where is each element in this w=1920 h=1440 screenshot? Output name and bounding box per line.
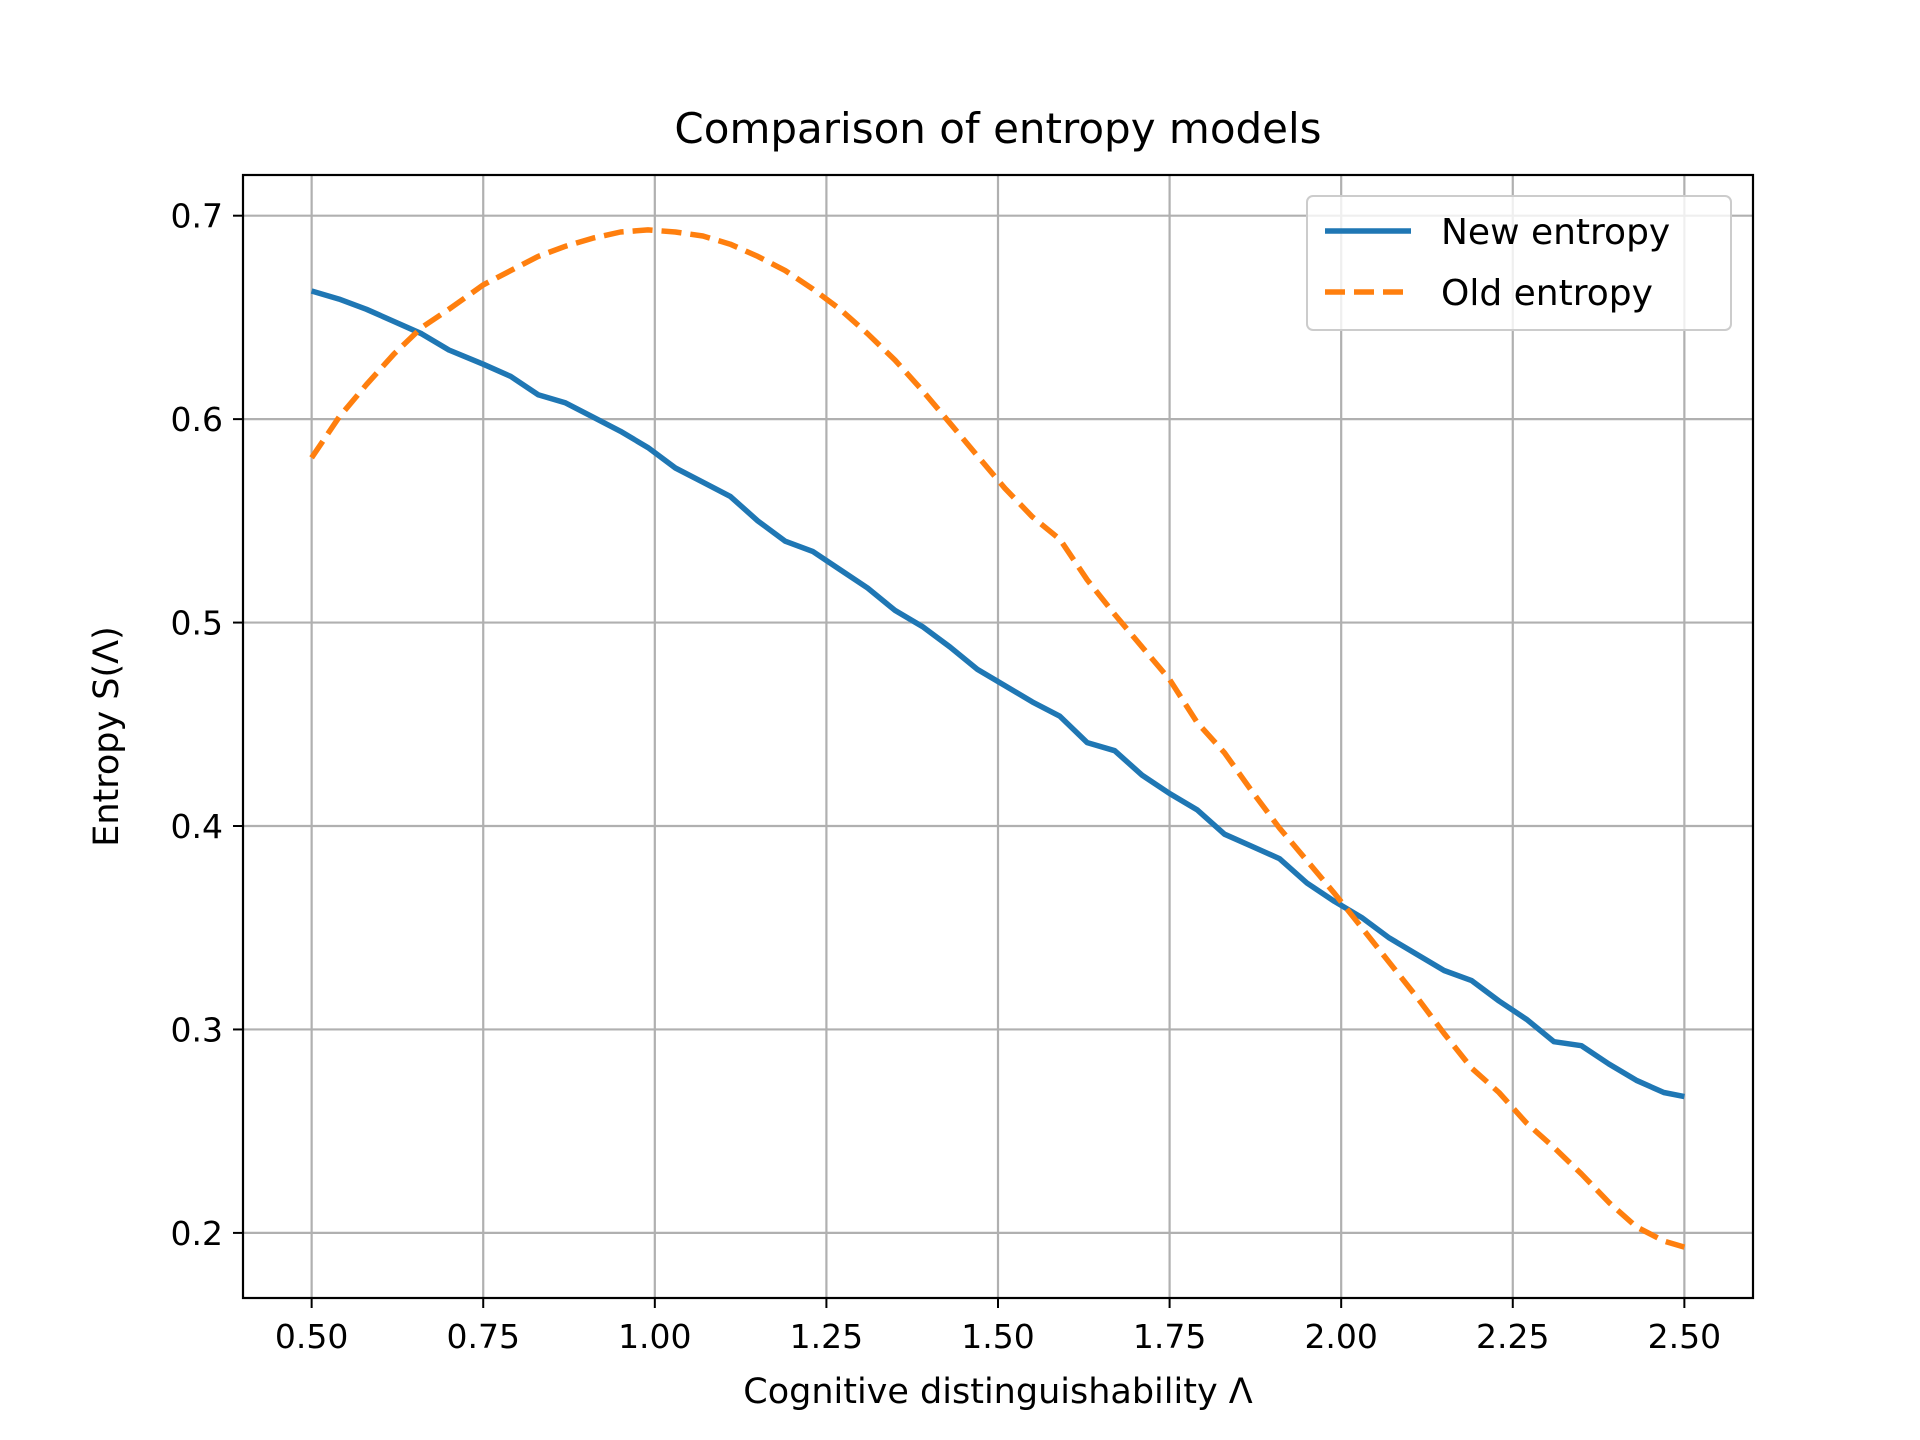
x-tick-label: 0.50 — [275, 1317, 348, 1356]
legend-box — [1306, 195, 1732, 331]
y-tick-label: 0.2 — [171, 1214, 223, 1253]
legend: New entropy Old entropy — [1306, 195, 1732, 331]
y-axis-title: Entropy S(Λ) — [87, 626, 127, 847]
chart-title: Comparison of entropy models — [674, 104, 1321, 153]
x-tick-label: 1.25 — [790, 1317, 863, 1356]
x-tick-label: 1.00 — [618, 1317, 691, 1356]
legend-label-new-entropy: New entropy — [1441, 212, 1670, 253]
x-tick-label: 2.50 — [1648, 1317, 1721, 1356]
series-line-new-entropy — [310, 288, 1685, 1100]
series-lines — [309, 227, 1686, 1250]
x-axis-title: Cognitive distinguishability Λ — [743, 1372, 1253, 1412]
y-tick-label: 0.5 — [171, 604, 223, 643]
series-line-old-entropy — [309, 227, 1686, 1250]
x-tick-label: 1.75 — [1133, 1317, 1206, 1356]
y-tick-label: 0.3 — [171, 1010, 223, 1049]
y-tick-label: 0.4 — [171, 807, 223, 846]
x-tick-label: 0.75 — [446, 1317, 519, 1356]
x-tick-label: 2.00 — [1304, 1317, 1377, 1356]
axis-ticks: 0.50 0.75 1.00 1.25 1.50 1.75 2.00 2.25 2.50 0.2 0… — [171, 197, 1722, 1356]
y-tick-label: 0.6 — [171, 400, 223, 439]
y-tick-label: 0.7 — [171, 197, 223, 236]
x-tick-label: 1.50 — [961, 1317, 1034, 1356]
legend-label-old-entropy: Old entropy — [1441, 273, 1653, 314]
x-tick-label: 2.25 — [1476, 1317, 1549, 1356]
grid-lines — [243, 175, 1753, 1298]
